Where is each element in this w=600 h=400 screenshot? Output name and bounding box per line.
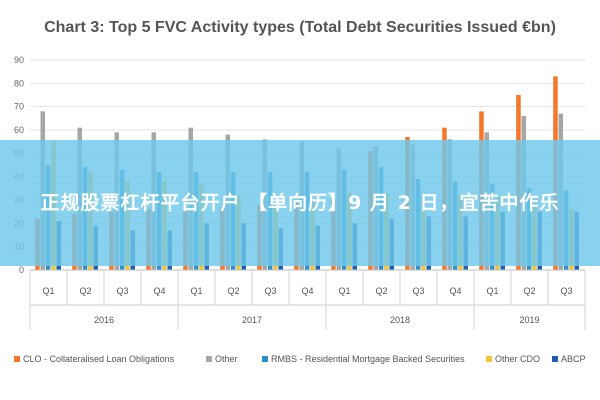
x-tick-label: Q1 bbox=[338, 286, 350, 296]
overlay-banner: 正规股票杠杆平台开户 【单向历】9 月 2 日，宜苦中作乐 bbox=[0, 140, 600, 266]
legend-label: CLO - Collateralised Loan Obligations bbox=[23, 354, 175, 364]
legend-label: ABCP bbox=[561, 354, 586, 364]
x-tick-label: Q2 bbox=[227, 286, 239, 296]
x-tick-label: Q3 bbox=[264, 286, 276, 296]
x-tick-label: Q4 bbox=[301, 286, 313, 296]
legend-label: RMBS - Residential Mortgage Backed Secur… bbox=[271, 354, 465, 364]
year-label: 2017 bbox=[242, 315, 262, 325]
legend-swatch bbox=[552, 356, 558, 362]
x-tick-label: Q2 bbox=[375, 286, 387, 296]
legend-label: Other CDO bbox=[495, 354, 540, 364]
legend-swatch bbox=[262, 356, 268, 362]
year-label: 2019 bbox=[519, 315, 539, 325]
x-tick-label: Q1 bbox=[42, 286, 54, 296]
legend-swatch bbox=[14, 356, 20, 362]
legend-swatch bbox=[486, 356, 492, 362]
x-axis: Q1 Q2 Q3 Q4 Q1 Q2 Q3 Q4 Q1 Q2 Q3 Q4 Q1 Q2 Q3 2016 2017 20… bbox=[29, 269, 586, 330]
year-label: 2016 bbox=[94, 315, 114, 325]
y-tick-label: 70 bbox=[14, 102, 24, 112]
x-tick-label: Q4 bbox=[449, 286, 461, 296]
x-tick-label: Q2 bbox=[79, 286, 91, 296]
x-tick-label: Q3 bbox=[116, 286, 128, 296]
x-tick-label: Q1 bbox=[190, 286, 202, 296]
y-tick-label: 90 bbox=[14, 55, 24, 65]
y-tick-label: 0 bbox=[19, 265, 24, 275]
x-tick-label: Q3 bbox=[560, 286, 572, 296]
overlay-text: 正规股票杠杆平台开户 【单向历】9 月 2 日，宜苦中作乐 bbox=[40, 192, 560, 214]
x-tick-label: Q3 bbox=[412, 286, 424, 296]
chart-title: Chart 3: Top 5 FVC Activity types (Total… bbox=[44, 19, 556, 36]
x-tick-label: Q1 bbox=[486, 286, 498, 296]
legend: CLO - Collateralised Loan Obligations Oth… bbox=[14, 354, 586, 364]
y-tick-label: 60 bbox=[14, 125, 24, 135]
year-label: 2018 bbox=[390, 315, 410, 325]
legend-swatch bbox=[206, 356, 212, 362]
x-tick-label: Q2 bbox=[523, 286, 535, 296]
legend-label: Other bbox=[215, 354, 238, 364]
y-tick-label: 80 bbox=[14, 78, 24, 88]
x-tick-label: Q4 bbox=[153, 286, 165, 296]
